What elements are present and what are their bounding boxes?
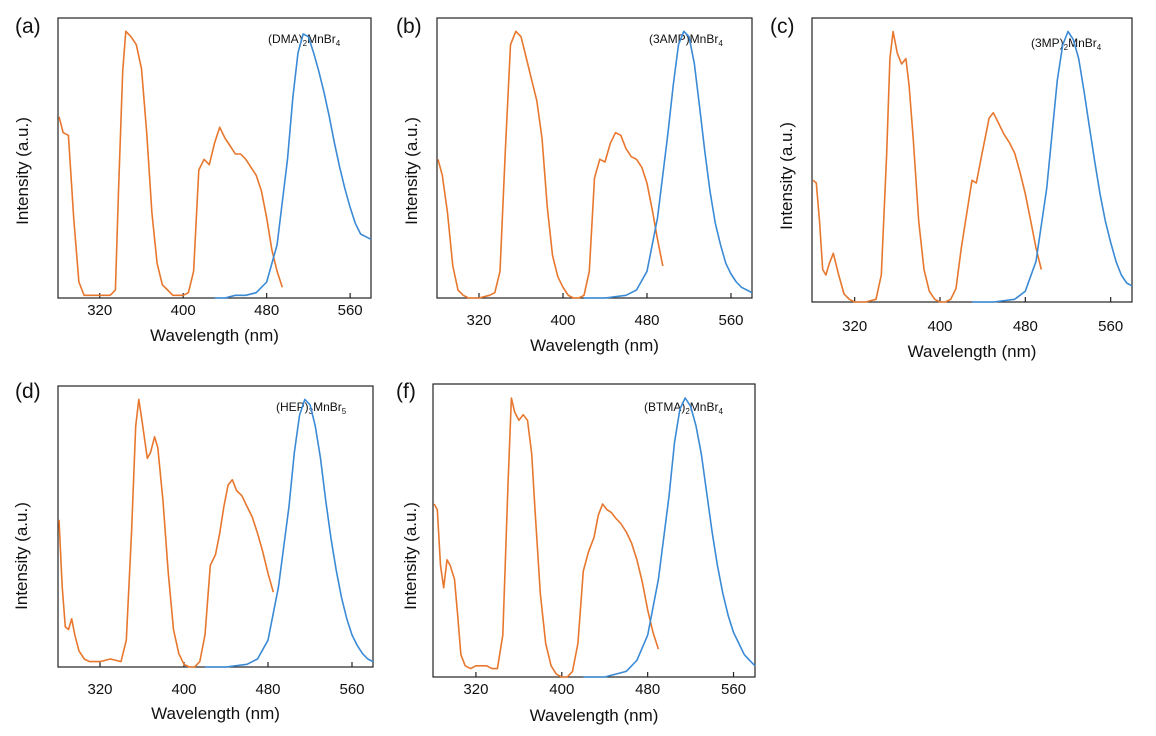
compound-text: (3MP) xyxy=(1031,36,1064,50)
panel-label: (c) xyxy=(770,15,795,38)
x-tick-label: 400 xyxy=(550,312,576,329)
compound-subscript: 2 xyxy=(1063,43,1069,52)
chart-plot xyxy=(811,17,1133,303)
panel-label: (d) xyxy=(15,380,41,403)
chart-plot xyxy=(432,383,756,678)
x-tick-label: 320 xyxy=(842,318,868,335)
chart-panel-b: (b) (3AMP)MnBr4 Intensity (a.u.) Wavelen… xyxy=(385,0,765,370)
plot-frame xyxy=(57,17,372,299)
emission-spectrum-line xyxy=(214,33,372,299)
compound-text: MnBr xyxy=(689,400,719,414)
x-tick-label: 560 xyxy=(721,681,747,698)
x-tick-label: 480 xyxy=(254,302,280,319)
compound-subscript: 4 xyxy=(718,39,723,48)
compound-subscript: 2 xyxy=(302,39,308,48)
chart-panel-c: (c) (3MP)2MnBr4 Intensity (a.u.) Wavelen… xyxy=(765,0,1156,380)
x-tick-label: 400 xyxy=(549,681,575,698)
excitation-spectrum-line xyxy=(58,398,275,668)
chart-plot xyxy=(57,17,372,299)
x-tick-label: 400 xyxy=(171,681,197,698)
emission-spectrum-line xyxy=(972,30,1133,303)
excitation-spectrum-line xyxy=(433,397,660,678)
panel-label: (a) xyxy=(15,15,41,38)
panel-label: (b) xyxy=(396,15,422,38)
x-tick-label: 320 xyxy=(87,302,113,319)
x-axis-label: Wavelength (nm) xyxy=(530,336,659,355)
compound-subscript: 2 xyxy=(685,407,690,416)
compound-label: (3AMP)MnBr4 xyxy=(649,32,723,48)
compound-subscript: 5 xyxy=(341,407,347,416)
compound-text: (3AMP)MnBr xyxy=(649,32,719,46)
x-tick-label: 480 xyxy=(1012,318,1038,335)
chart-panel-a: (a) (DMA)2MnBr4 Intensity (a.u.) Wavelen… xyxy=(0,0,380,370)
x-tick-label: 320 xyxy=(463,681,489,698)
x-tick-label: 560 xyxy=(718,312,744,329)
plot-frame xyxy=(436,17,753,299)
x-tick-label: 560 xyxy=(1098,318,1124,335)
excitation-spectrum-line xyxy=(812,30,1043,303)
x-axis-label: Wavelength (nm) xyxy=(151,704,280,723)
x-tick-label: 320 xyxy=(87,681,113,698)
x-tick-label: 480 xyxy=(255,681,281,698)
x-axis-label: Wavelength (nm) xyxy=(529,706,659,725)
x-tick-label: 480 xyxy=(635,681,661,698)
compound-text: (DMA) xyxy=(268,32,303,46)
chart-plot xyxy=(436,17,753,299)
panel-label: (f) xyxy=(396,380,416,403)
plot-frame xyxy=(432,383,756,678)
emission-spectrum-line xyxy=(584,30,753,299)
x-tick-label: 560 xyxy=(337,302,363,319)
excitation-spectrum-line xyxy=(437,30,664,299)
emission-spectrum-line xyxy=(583,397,756,678)
x-axis-label: Wavelength (nm) xyxy=(150,326,279,345)
x-tick-label: 400 xyxy=(170,302,196,319)
plot-frame xyxy=(57,385,374,668)
chart-panel-f: (f) (BTMA)2MnBr4 Intensity (a.u.) Wavele… xyxy=(385,370,780,736)
plot-frame xyxy=(811,17,1133,303)
x-axis-label: Wavelength (nm) xyxy=(907,342,1037,361)
compound-text: MnBr xyxy=(313,400,342,414)
compound-subscript: 4 xyxy=(718,407,723,416)
chart-panel-d: (d) (HEP)3MnBr5 Intensity (a.u.) Wavelen… xyxy=(0,370,385,736)
emission-spectrum-line xyxy=(205,398,374,668)
compound-subscript: 4 xyxy=(1096,43,1102,52)
x-tick-label: 320 xyxy=(466,312,492,329)
compound-text: (BTMA) xyxy=(644,400,686,414)
compound-label: (BTMA)2MnBr4 xyxy=(644,400,723,416)
x-tick-label: 560 xyxy=(339,681,365,698)
x-tick-label: 480 xyxy=(634,312,660,329)
excitation-spectrum-line xyxy=(58,30,284,297)
compound-text: MnBr xyxy=(307,32,336,46)
compound-label: (DMA)2MnBr4 xyxy=(268,32,340,48)
chart-plot xyxy=(57,385,374,668)
x-tick-label: 400 xyxy=(927,318,953,335)
compound-subscript: 4 xyxy=(335,39,341,48)
